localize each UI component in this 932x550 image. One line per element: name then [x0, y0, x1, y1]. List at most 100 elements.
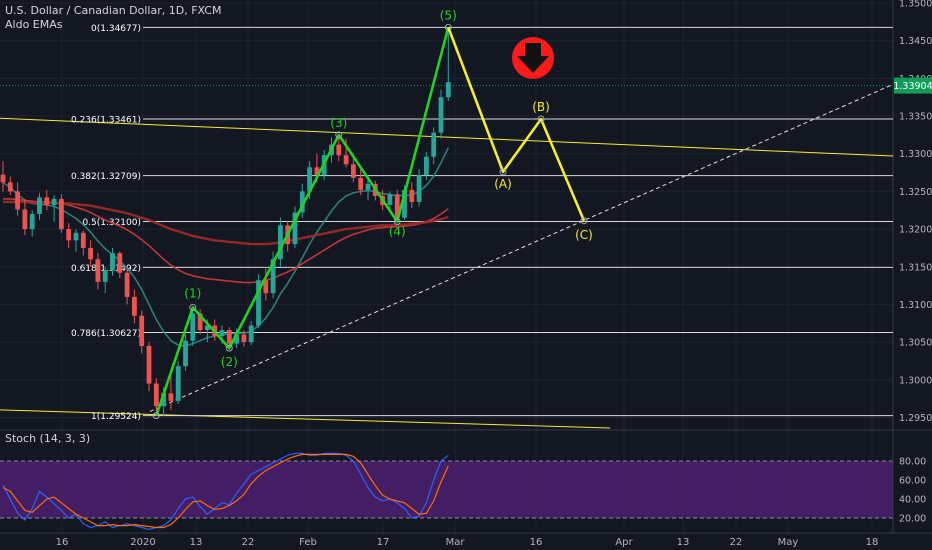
candle	[445, 27, 451, 101]
wave-pivot-point	[335, 131, 343, 139]
elliott-impulse-path	[155, 26, 450, 417]
candle-body	[299, 191, 305, 213]
candle	[248, 321, 254, 346]
candle	[438, 89, 444, 139]
projected-correction-path	[447, 26, 586, 222]
dashed-support-line	[149, 83, 894, 412]
candle-body	[241, 334, 247, 343]
y-tick-label: 1.32500	[899, 187, 932, 198]
y-tick-label: 1.33500	[899, 112, 932, 123]
y-tick-label: 1.35000	[899, 0, 932, 10]
fib-level-label: 0.236(1.33461)	[71, 115, 141, 125]
candle	[270, 251, 276, 299]
candle	[336, 134, 342, 162]
projected-pivot-point	[499, 168, 507, 176]
candle	[292, 206, 298, 248]
stoch-title[interactable]: Stoch (14, 3, 3)	[5, 432, 91, 445]
x-tick-label: Mar	[446, 537, 466, 548]
x-tick-label: 13	[190, 537, 203, 548]
candle-body	[445, 82, 451, 98]
candle	[139, 310, 145, 354]
candle	[183, 334, 188, 371]
candle-body	[153, 383, 159, 407]
candle-body	[424, 156, 429, 175]
candle-body	[183, 340, 188, 367]
candle-body	[416, 174, 422, 202]
down-arrow-icon	[512, 37, 554, 79]
candle-body	[44, 197, 50, 205]
candle-body	[132, 296, 137, 316]
candle	[22, 198, 28, 236]
candle	[416, 168, 422, 207]
candle	[263, 266, 269, 301]
candle	[124, 266, 130, 305]
projected-wave-label: (B)	[532, 100, 550, 114]
candle-body	[351, 164, 356, 178]
stoch-d-line	[2, 453, 449, 529]
x-tick-label: 13	[677, 537, 690, 548]
candle-body	[394, 194, 400, 218]
candle	[365, 179, 371, 201]
stoch-tick-label: 60.00	[899, 476, 926, 487]
stoch-tick-label: 20.00	[899, 514, 926, 525]
candle-body	[358, 177, 364, 190]
candle	[299, 183, 305, 218]
candle	[73, 229, 79, 252]
upper-trendline	[0, 117, 894, 157]
candle	[117, 251, 123, 279]
indicator-name[interactable]: Aldo EMAs	[5, 18, 63, 31]
candle-body	[66, 229, 72, 241]
candle-body	[197, 313, 203, 331]
candle	[241, 330, 247, 347]
x-tick-label: May	[778, 537, 799, 548]
elliott-wave-label: (4)	[389, 225, 406, 239]
y-tick-label: 1.31500	[899, 262, 932, 273]
x-tick-label: 22	[242, 537, 255, 548]
candle-body	[226, 330, 232, 344]
wave-pivot-point	[225, 344, 233, 352]
candle-body	[409, 189, 415, 202]
y-tick-label: 1.30500	[899, 338, 932, 349]
candle	[29, 210, 35, 237]
candle	[358, 167, 364, 196]
candle-body	[37, 197, 42, 214]
candle-body	[343, 155, 349, 165]
candle-body	[263, 280, 269, 294]
candle-body	[146, 345, 152, 384]
last-price-tag-label: 1.33904	[893, 81, 932, 92]
candle-body	[0, 174, 6, 183]
projected-pivot-point	[580, 217, 588, 225]
fib-level-label: 0.786(1.30627)	[71, 329, 141, 339]
candle	[256, 274, 261, 329]
last-price-tag-bg	[894, 77, 932, 94]
candle-body	[314, 167, 320, 175]
candle	[88, 240, 93, 267]
candle-body	[124, 272, 130, 297]
candle	[394, 189, 400, 222]
candle-body	[29, 214, 35, 230]
candle-body	[139, 315, 145, 346]
candle	[175, 360, 181, 404]
symbol-title[interactable]: U.S. Dollar / Canadian Dollar, 1D, FXCM	[5, 4, 222, 17]
candle-body	[15, 191, 20, 210]
lower-trendline	[0, 409, 611, 429]
y-tick-label: 1.30000	[899, 375, 932, 386]
candle-body	[438, 97, 444, 133]
candle-body	[248, 325, 254, 343]
candle	[102, 266, 108, 294]
candle	[0, 161, 6, 192]
candle-body	[307, 167, 312, 192]
candle-body	[256, 280, 261, 326]
candle-body	[95, 259, 101, 282]
candle-body	[270, 259, 276, 294]
candle	[424, 152, 429, 181]
candle-body	[59, 198, 64, 230]
down-arrow-shape	[517, 43, 549, 73]
candle	[7, 176, 13, 196]
candle	[37, 192, 42, 221]
candle	[95, 253, 101, 290]
candle	[190, 307, 196, 346]
candle-body	[431, 132, 437, 157]
